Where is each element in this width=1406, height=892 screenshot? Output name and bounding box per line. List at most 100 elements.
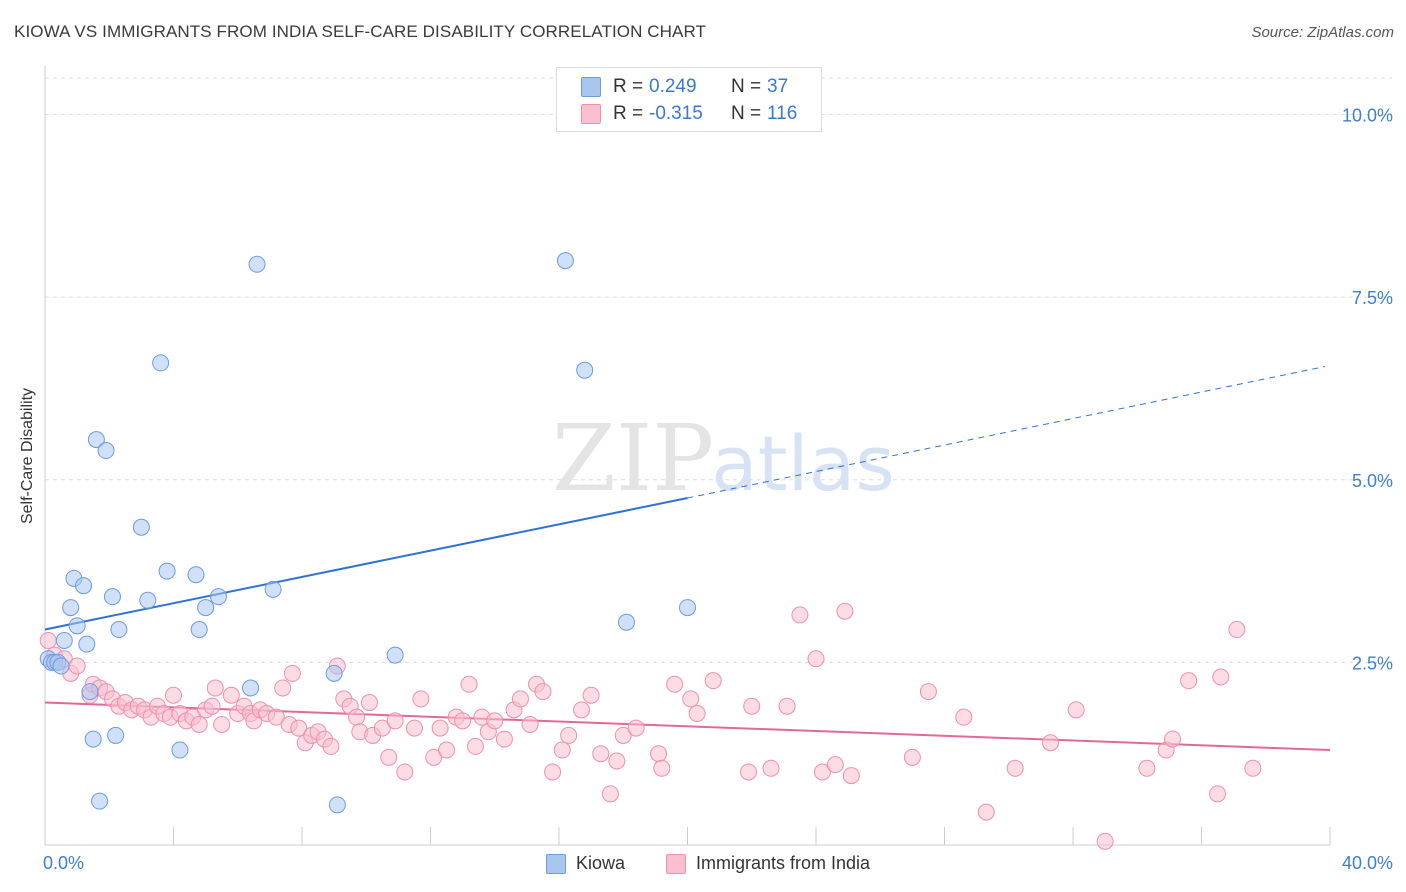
india-point bbox=[39, 631, 57, 649]
india-point bbox=[283, 664, 301, 682]
kiowa-point bbox=[187, 566, 205, 584]
india-point bbox=[627, 719, 645, 737]
kiowa-point bbox=[325, 664, 343, 682]
axes bbox=[44, 66, 1331, 846]
india-point bbox=[486, 712, 504, 730]
y-tick-label: 2.5% bbox=[1352, 653, 1393, 673]
india-point bbox=[608, 752, 626, 770]
y-tick-label: 10.0% bbox=[1342, 106, 1393, 126]
kiowa-point bbox=[87, 431, 105, 449]
data-points bbox=[39, 252, 1262, 850]
kiowa-point bbox=[171, 741, 189, 759]
india-point bbox=[778, 697, 796, 715]
kiowa-point bbox=[68, 617, 86, 635]
india-point bbox=[1164, 730, 1182, 748]
kiowa-point bbox=[97, 442, 115, 460]
n-value: 37 bbox=[767, 76, 789, 97]
x-tick-label: 40.0% bbox=[1342, 853, 1393, 873]
india-point bbox=[68, 657, 86, 675]
r-label: R = bbox=[613, 103, 644, 124]
india-point bbox=[1244, 759, 1262, 777]
india-point bbox=[544, 763, 562, 781]
india-point bbox=[438, 741, 456, 759]
india-point bbox=[290, 719, 308, 737]
india-point bbox=[653, 759, 671, 777]
india-point bbox=[511, 690, 529, 708]
kiowa-trend-extension bbox=[687, 366, 1326, 499]
y-tick-label: 7.5% bbox=[1352, 288, 1393, 308]
india-point bbox=[405, 719, 423, 737]
kiowa-point bbox=[328, 796, 346, 814]
india-point bbox=[791, 606, 809, 624]
india-point bbox=[955, 708, 973, 726]
watermark-zip: ZIP bbox=[552, 405, 714, 512]
kiowa-point bbox=[679, 599, 696, 617]
kiowa-point bbox=[576, 361, 594, 379]
r-value: 0.249 bbox=[649, 76, 697, 97]
india-point bbox=[466, 737, 484, 755]
india-swatch bbox=[581, 104, 601, 124]
kiowa-point bbox=[386, 646, 404, 664]
india-point bbox=[836, 602, 854, 620]
india-point bbox=[373, 719, 391, 737]
india-point bbox=[1042, 734, 1060, 752]
india-point bbox=[222, 686, 240, 704]
kiowa-point bbox=[158, 562, 176, 580]
india-point bbox=[919, 683, 937, 701]
india-point bbox=[274, 679, 292, 697]
kiowa-point bbox=[617, 613, 635, 631]
india-point bbox=[704, 672, 722, 690]
kiowa-point bbox=[139, 591, 157, 609]
kiowa-point bbox=[152, 354, 170, 372]
india-point bbox=[521, 715, 539, 733]
kiowa-point bbox=[248, 255, 266, 273]
india-point bbox=[534, 683, 552, 701]
india-point bbox=[813, 763, 831, 781]
india-point bbox=[743, 697, 761, 715]
india-point bbox=[650, 745, 668, 763]
india-point bbox=[614, 726, 632, 744]
india-point bbox=[826, 756, 844, 774]
india-point bbox=[396, 763, 414, 781]
india-point bbox=[560, 726, 578, 744]
india-point bbox=[601, 785, 619, 803]
india-point bbox=[666, 675, 684, 693]
india-point bbox=[1228, 621, 1246, 639]
kiowa-point bbox=[197, 599, 215, 617]
legend-label: Kiowa bbox=[576, 853, 626, 873]
india-point bbox=[1180, 672, 1198, 690]
india-swatch bbox=[666, 854, 686, 874]
india-point bbox=[412, 690, 430, 708]
kiowa-point bbox=[84, 730, 102, 748]
india-point bbox=[460, 675, 478, 693]
r-value: -0.315 bbox=[649, 103, 703, 124]
kiowa-point bbox=[62, 599, 80, 617]
kiowa-point bbox=[91, 792, 109, 810]
kiowa-point bbox=[75, 577, 93, 595]
india-point bbox=[431, 719, 449, 737]
source-credit: Source: ZipAtlas.com bbox=[1251, 24, 1394, 41]
india-point bbox=[1006, 759, 1024, 777]
kiowa-swatch bbox=[546, 854, 566, 874]
kiowa-point bbox=[132, 518, 150, 536]
india-point bbox=[572, 701, 590, 719]
r-label: R = bbox=[613, 76, 644, 97]
india-point bbox=[380, 748, 398, 766]
tick-labels: 2.5% 5.0% 7.5% 10.0% 0.0% 40.0% bbox=[43, 106, 1393, 873]
india-point bbox=[203, 697, 221, 715]
kiowa-point bbox=[52, 657, 70, 675]
grid-lines bbox=[45, 77, 1392, 663]
india-point bbox=[592, 745, 610, 763]
kiowa-point bbox=[78, 635, 96, 653]
india-point bbox=[454, 712, 472, 730]
india-point bbox=[213, 715, 231, 733]
kiowa-point bbox=[190, 621, 208, 639]
india-point bbox=[903, 748, 921, 766]
india-point bbox=[762, 759, 780, 777]
india-point bbox=[582, 686, 600, 704]
india-point bbox=[553, 741, 571, 759]
india-point bbox=[360, 694, 378, 712]
india-point bbox=[1209, 785, 1227, 803]
